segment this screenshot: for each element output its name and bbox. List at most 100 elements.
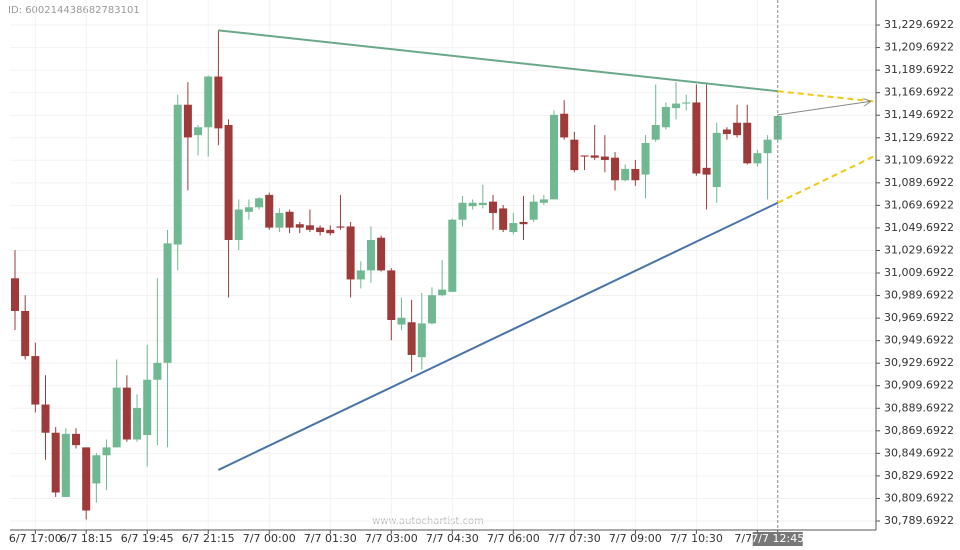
candle-body (488, 201, 497, 213)
y-tick-label: 30,889.6922 (884, 401, 954, 414)
candle-body (61, 433, 70, 497)
x-highlight (752, 532, 803, 546)
y-tick-label: 30,949.6922 (884, 334, 954, 347)
candle-body (194, 127, 203, 136)
candle-body (499, 208, 508, 230)
y-tick-label: 31,229.6922 (884, 18, 954, 31)
candle-body (682, 102, 691, 104)
candle-body (661, 106, 670, 128)
y-tick-label: 30,969.6922 (884, 311, 954, 324)
y-tick-label: 31,069.6922 (884, 198, 954, 211)
candle-body (712, 132, 721, 187)
x-tick-label: 7/7 01:30 (304, 532, 357, 545)
candle-body (468, 202, 477, 207)
candle-body (31, 356, 40, 405)
y-tick-label: 30,869.6922 (884, 424, 954, 437)
candle-body (336, 226, 345, 228)
candle-body (743, 122, 752, 164)
candle-body (427, 295, 436, 324)
y-tick-label: 31,209.6922 (884, 41, 954, 54)
x-tick-label: 7/7 (734, 532, 752, 545)
y-tick-label: 31,149.6922 (884, 108, 954, 121)
candle-body (651, 125, 660, 140)
y-tick-label: 31,109.6922 (884, 153, 954, 166)
x-tick-label: 7/7 00:00 (243, 532, 296, 545)
candle-body (722, 129, 731, 135)
candle-body (631, 168, 640, 181)
candle-body (143, 379, 152, 435)
x-tick-label: 6/7 18:15 (60, 532, 113, 545)
candle-body (204, 76, 213, 128)
candle-body (244, 207, 253, 212)
candle-body (82, 447, 91, 511)
y-tick-label: 30,849.6922 (884, 446, 954, 459)
trendline (777, 90, 874, 103)
y-tick-label: 30,909.6922 (884, 379, 954, 392)
candle-body (702, 167, 711, 175)
candle-body (234, 209, 243, 240)
candle-body (560, 113, 569, 138)
candle-body (692, 102, 701, 174)
candle-body (539, 199, 548, 203)
y-tick-label: 30,829.6922 (884, 469, 954, 482)
candle-body (448, 219, 457, 292)
y-tick-label: 31,089.6922 (884, 176, 954, 189)
candle-body (763, 139, 772, 154)
x-tick-label: 7/7 07:30 (548, 532, 601, 545)
candle-body (285, 211, 294, 228)
trendline (777, 101, 871, 116)
candle-body (580, 155, 589, 157)
y-tick-label: 30,929.6922 (884, 356, 954, 369)
candle-body (316, 227, 325, 233)
candle-body (102, 447, 111, 456)
candle-body (122, 387, 131, 440)
candle-body (438, 289, 447, 296)
candle-body (519, 221, 528, 225)
watermark: www.autochartist.com (372, 516, 484, 527)
y-tick-label: 31,189.6922 (884, 63, 954, 76)
candle-body (326, 229, 335, 234)
candle-body (51, 432, 60, 493)
trendline (218, 29, 778, 93)
candle-body (21, 310, 30, 357)
y-tick-label: 30,809.6922 (884, 491, 954, 504)
candle-body (529, 201, 538, 220)
candle-body (92, 455, 101, 484)
candle-body (255, 198, 264, 208)
x-tick-label: 7/7 10:30 (670, 532, 723, 545)
candle-body (305, 225, 314, 230)
y-tick-label: 30,789.6922 (884, 514, 954, 527)
candle-body (214, 76, 223, 129)
candle-body (163, 243, 172, 363)
candle-body (590, 155, 599, 158)
candle-body (112, 387, 121, 448)
candle-body (224, 125, 233, 240)
candle-body (600, 156, 609, 160)
candle-body (387, 270, 396, 321)
x-tick-label: 6/7 17:00 (9, 532, 62, 545)
candle-body (621, 168, 630, 181)
candle-body (133, 407, 142, 440)
candle-body (641, 143, 650, 175)
candle-body (407, 322, 416, 355)
candle-body (672, 103, 681, 109)
candle-body (478, 202, 487, 206)
candle-body (183, 104, 192, 138)
candle-body (72, 433, 81, 446)
candle-body (753, 153, 762, 164)
candle-body (356, 270, 365, 280)
candle-body (417, 323, 426, 358)
trendline (777, 155, 874, 204)
candle-body (611, 157, 620, 181)
x-tick-label: 7/7 12:45 (751, 532, 804, 545)
candle-body (346, 226, 355, 280)
candle-body (366, 239, 375, 271)
y-tick-label: 31,129.6922 (884, 131, 954, 144)
y-tick-label: 31,009.6922 (884, 266, 954, 279)
x-tick-label: 7/7 03:00 (365, 532, 418, 545)
candle-body (570, 139, 579, 171)
candle-body (509, 223, 518, 233)
y-tick-label: 31,029.6922 (884, 243, 954, 256)
x-tick-label: 7/7 06:00 (487, 532, 540, 545)
